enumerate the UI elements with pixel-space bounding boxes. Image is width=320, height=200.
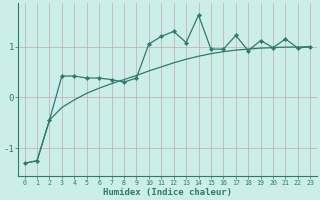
X-axis label: Humidex (Indice chaleur): Humidex (Indice chaleur) — [103, 188, 232, 197]
